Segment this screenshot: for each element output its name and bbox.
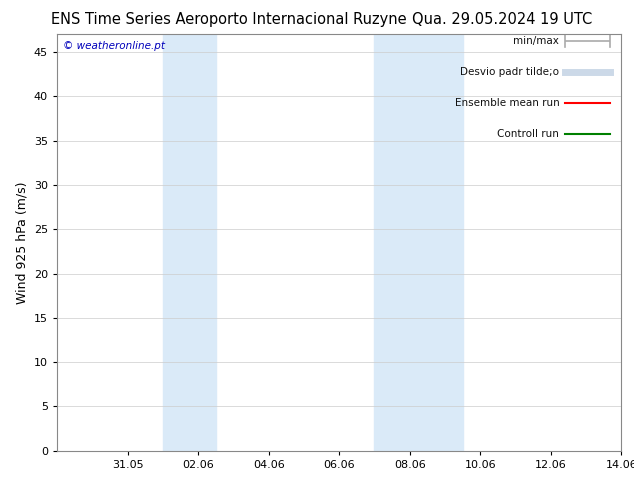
Text: © weatheronline.pt: © weatheronline.pt [63,41,165,50]
Bar [375,34,410,451]
Y-axis label: Wind 925 hPa (m/s): Wind 925 hPa (m/s) [15,181,29,304]
Text: Desvio padr tilde;o: Desvio padr tilde;o [460,67,559,77]
Text: Ensemble mean run: Ensemble mean run [455,98,559,108]
Bar [163,34,216,451]
Text: Controll run: Controll run [498,129,559,139]
Text: min/max: min/max [514,36,559,46]
Text: Qua. 29.05.2024 19 UTC: Qua. 29.05.2024 19 UTC [412,12,592,27]
Bar [410,34,463,451]
Text: ENS Time Series Aeroporto Internacional Ruzyne: ENS Time Series Aeroporto Internacional … [51,12,406,27]
